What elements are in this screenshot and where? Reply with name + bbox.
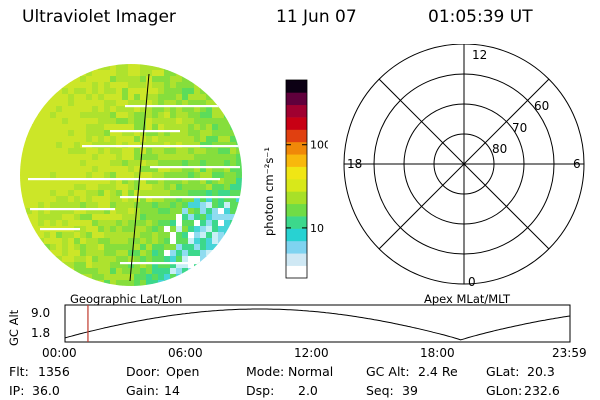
glon-label: GLon:	[486, 383, 523, 398]
orbit-xtick-0600: 06:00	[168, 346, 203, 360]
colorbar: 100 10	[285, 79, 328, 279]
colorbar-cell	[286, 216, 307, 229]
dsp-label: Dsp:	[246, 383, 275, 398]
colorbar-tick-label: 10	[310, 222, 324, 235]
seq-value: 39	[402, 383, 418, 398]
colorbar-cell	[286, 191, 307, 205]
colorbar-cell	[286, 80, 307, 93]
colorbar-cell	[286, 117, 307, 130]
dsp-value: 2.0	[298, 383, 318, 398]
orbit-frame	[64, 304, 571, 343]
colorbar-cell	[286, 166, 307, 180]
door-value: Open	[166, 364, 200, 379]
colorbar-cell	[286, 228, 307, 242]
gcalt-label: GC Alt:	[366, 364, 410, 379]
door-label: Door:	[126, 364, 161, 379]
terminator-line	[129, 73, 150, 282]
image-disc	[20, 64, 242, 286]
colorbar-tick-label: 100	[310, 139, 328, 152]
image-coord-label: Geographic Lat/Lon	[70, 292, 183, 306]
gain-label: Gain:	[126, 383, 159, 398]
mlt-label-12: 12	[472, 48, 487, 62]
orbit-plot	[64, 304, 571, 343]
colorbar-cell	[286, 92, 307, 106]
mode-value: Normal	[288, 364, 334, 379]
mlt-label-0: 0	[468, 275, 476, 289]
time-label: 01:05:39 UT	[428, 7, 533, 27]
mode-label: Mode:	[246, 364, 285, 379]
glon-value: 232.6	[524, 383, 560, 398]
seq-label: Seq:	[366, 383, 394, 398]
orbit-ytick-high: 9.0	[31, 306, 51, 320]
glat-value: 20.3	[527, 364, 555, 379]
ip-value: 36.0	[32, 383, 60, 398]
mlt-label-18: 18	[347, 157, 362, 171]
mlt-diag-2	[378, 78, 550, 250]
colorbar-cell	[286, 104, 307, 118]
colorbar-unit-label: photon cm⁻²s⁻¹	[262, 147, 276, 236]
orbit-ytick-low: 1.8	[31, 326, 51, 340]
mlt-label-6: 6	[573, 157, 581, 171]
colorbar-cell	[286, 129, 307, 143]
polar-coord-label: Apex MLat/MLT	[424, 292, 511, 306]
gcalt-value: 2.4 Re	[418, 364, 458, 379]
polar-plot: 12 0 18 6 60 70 80	[343, 44, 585, 289]
ip-label: IP:	[9, 383, 25, 398]
colorbar-cell	[286, 154, 307, 167]
colorbar-cell	[286, 203, 307, 217]
orbit-xtick-0000: 00:00	[42, 346, 77, 360]
colorbar-cell	[286, 265, 307, 279]
orbit-xtick-1200: 12:00	[294, 346, 329, 360]
gain-value: 14	[164, 383, 180, 398]
colorbar-ticks: 100 10	[286, 139, 328, 235]
mlat-label-80: 80	[492, 142, 507, 156]
colorbar-cell	[286, 179, 307, 192]
colorbar-cell	[286, 240, 307, 254]
uv-image	[20, 64, 242, 286]
flt-label: Flt:	[9, 364, 29, 379]
orbit-xtick-2359: 23:59	[552, 346, 587, 360]
date-label: 11 Jun 07	[276, 7, 357, 27]
orbit-altitude-curve	[64, 308, 571, 341]
colorbar-cell	[286, 253, 307, 266]
image-streaks	[28, 105, 240, 265]
mlat-label-60: 60	[534, 99, 549, 113]
flt-value: 1356	[38, 364, 70, 379]
mlat-label-70: 70	[512, 121, 527, 135]
colorbar-cell	[286, 141, 307, 155]
orbit-xtick-1800: 18:00	[420, 346, 455, 360]
colorbar-cells	[286, 80, 307, 279]
instrument-title: Ultraviolet Imager	[22, 7, 176, 27]
glat-label: GLat:	[486, 364, 520, 379]
orbit-ylabel: GC Alt	[7, 309, 21, 346]
